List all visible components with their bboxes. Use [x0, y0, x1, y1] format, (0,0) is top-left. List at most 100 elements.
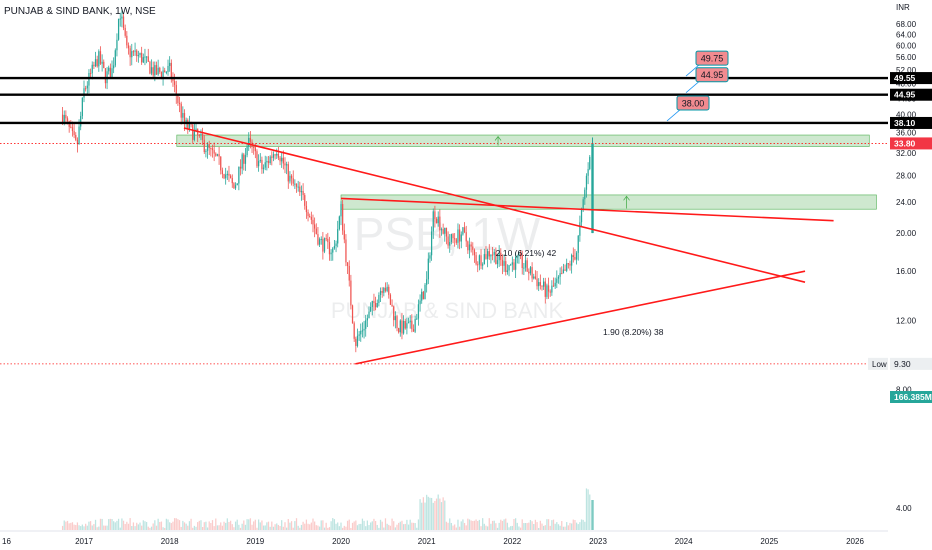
volume-bar: [557, 524, 560, 530]
volume-bar: [300, 524, 303, 530]
candle: [533, 276, 535, 279]
volume-bar: [239, 527, 242, 530]
candle: [460, 234, 462, 242]
level-price-tag: [890, 72, 932, 85]
volume-bar: [549, 525, 551, 530]
trendline-3[interactable]: [355, 270, 806, 365]
candle: [457, 229, 459, 243]
candle: [516, 256, 518, 258]
volume-bar: [70, 522, 72, 530]
volume-bar: [267, 521, 270, 530]
candle: [94, 59, 97, 67]
volume-bar: [556, 522, 558, 530]
volume-bar: [183, 522, 186, 530]
volume-bar: [99, 518, 102, 530]
volume-tag: [890, 391, 932, 403]
candle: [521, 254, 523, 269]
candle: [61, 114, 64, 123]
candle: [253, 146, 255, 148]
volume-bar: [225, 522, 227, 530]
volume-bar: [195, 526, 197, 530]
callout-label: 49.75: [701, 54, 724, 64]
candle: [531, 267, 533, 279]
candle: [320, 238, 322, 240]
candle: [71, 127, 74, 132]
volume-bar: [384, 518, 387, 530]
candle: [501, 259, 504, 266]
volume-bar: [170, 523, 172, 530]
candle: [169, 62, 171, 66]
callout-box[interactable]: [676, 95, 710, 111]
y-tick-label: 20.00: [896, 229, 917, 238]
volume-bar: [68, 523, 70, 530]
volume-bar: [111, 518, 113, 530]
volume-bar: [572, 519, 574, 530]
candle: [506, 270, 509, 273]
volume-bar: [89, 521, 92, 530]
candle: [394, 316, 396, 321]
volume-bar: [274, 524, 276, 530]
volume-bar: [317, 525, 319, 530]
candle: [358, 334, 360, 336]
candle: [264, 162, 266, 168]
candle: [482, 264, 484, 266]
volume-bar: [213, 526, 215, 530]
volume-bar: [552, 519, 555, 530]
volume-bar: [244, 524, 247, 530]
currency-label: INR: [896, 3, 910, 12]
volume-bar: [98, 526, 100, 530]
candle: [132, 51, 135, 53]
candle: [556, 278, 558, 283]
trendline-2[interactable]: [340, 197, 834, 222]
volume-bar: [182, 520, 184, 530]
volume-bar: [85, 523, 87, 530]
volume-bar: [101, 518, 103, 530]
volume-bar: [289, 522, 291, 530]
candle: [70, 126, 72, 128]
candle: [203, 139, 205, 153]
candle: [286, 164, 288, 166]
volume-bar: [294, 521, 296, 530]
candle: [173, 81, 176, 85]
candle: [580, 208, 583, 223]
x-tick-label: 2024: [675, 537, 693, 546]
volume-bar: [462, 519, 464, 530]
candle: [279, 157, 281, 162]
low-price-tag: [890, 357, 932, 370]
volume-bar: [169, 522, 171, 530]
candle: [221, 170, 224, 175]
volume-bar: [591, 500, 594, 530]
candle: [505, 261, 507, 273]
volume-bar: [200, 520, 202, 530]
candle: [75, 134, 77, 140]
volume-bar: [141, 525, 143, 530]
candle: [276, 153, 278, 156]
candle: [483, 254, 485, 265]
candle: [165, 71, 167, 73]
volume-bar: [315, 525, 317, 530]
candle: [463, 227, 466, 233]
level-price-tag-text: 38.10: [894, 118, 916, 128]
candle: [475, 255, 477, 265]
volume-bar: [521, 519, 523, 530]
callout-box[interactable]: [695, 67, 729, 83]
candle: [529, 267, 532, 274]
candle: [178, 102, 181, 104]
candle: [180, 103, 182, 118]
volume-bar: [437, 494, 439, 530]
volume-bar: [80, 526, 82, 530]
candle: [350, 280, 352, 306]
last-price-tag: [890, 137, 932, 150]
candle: [534, 276, 537, 279]
volume-bar: [134, 526, 136, 530]
candle: [215, 153, 217, 156]
volume-bar: [211, 520, 214, 530]
candle: [63, 114, 65, 123]
volume-bar: [297, 525, 299, 530]
volume-bar: [585, 488, 588, 530]
volume-tag-text: 166.385M: [894, 392, 932, 402]
callout-box[interactable]: [695, 50, 729, 66]
volume-bar: [470, 520, 472, 530]
volume-bar: [271, 521, 273, 530]
